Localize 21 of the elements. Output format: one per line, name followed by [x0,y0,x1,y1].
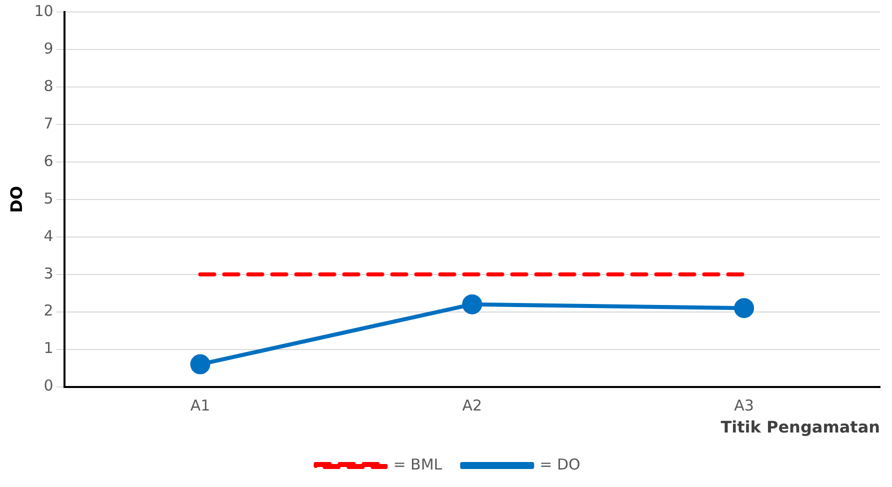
y-tick-label: 10 [34,2,54,20]
y-tick-label: 5 [44,189,54,208]
legend-label: = DO [540,455,580,474]
y-axis-title: DO [6,186,26,213]
y-tick-label: 4 [44,226,54,245]
y-tick-label: 8 [44,76,54,95]
point [734,298,754,318]
x-axis-title: Titik Pengamatan [720,418,880,437]
y-tick-label: 3 [44,264,54,282]
x-tick-label: A2 [462,396,482,415]
y-tick-label: 7 [44,114,54,132]
y-tick-label: 2 [44,302,54,320]
y-tick-label: 0 [44,376,54,395]
x-tick-label: A3 [734,396,754,415]
y-tick-label: 9 [44,39,54,58]
point [190,354,210,374]
x-tick-label: A1 [190,396,210,415]
point [462,294,482,314]
legend-label: = BML [393,455,443,474]
y-tick-label: 1 [44,339,54,358]
y-tick-label: 6 [44,152,54,170]
